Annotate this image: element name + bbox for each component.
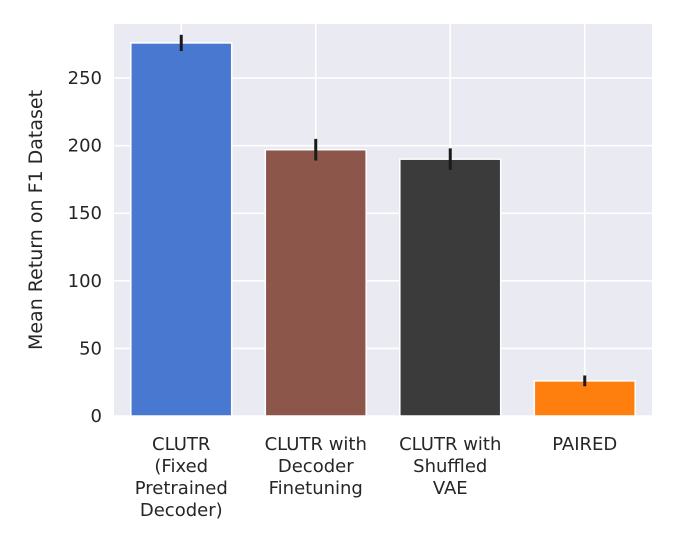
bars [130, 42, 636, 417]
x-tick-labels: CLUTR (Fixed Pretrained Decoder)CLUTR with D… [135, 434, 618, 521]
x-tick-label-line: VAE [433, 478, 468, 499]
y-tick-labels: 0 50 100 150 200 250 [68, 68, 102, 427]
bar [264, 148, 367, 417]
bar [130, 42, 233, 417]
x-tick-label-line: CLUTR with [399, 434, 501, 455]
x-tick-label-line: Decoder) [140, 500, 223, 521]
error-bars [179, 34, 587, 387]
y-tick-label: 250 [68, 68, 102, 89]
x-tick-label: CLUTR with Shuffled VAE [399, 434, 501, 499]
x-tick-label-line: Decoder [278, 456, 354, 477]
y-tick-label: 50 [79, 338, 102, 359]
y-tick-label: 200 [68, 136, 102, 157]
x-tick-label-line: PAIRED [552, 434, 617, 455]
y-tick-label: 0 [91, 406, 102, 427]
x-tick-label: CLUTR (Fixed Pretrained Decoder) [135, 434, 228, 521]
x-tick-label-line: Shuffled [413, 456, 487, 477]
x-tick-label-line: CLUTR with [265, 434, 367, 455]
x-tick-label-line: Pretrained [135, 478, 228, 499]
bar [533, 380, 636, 417]
x-tick-label: CLUTR with Decoder Finetuning [265, 434, 367, 499]
y-tick-label: 100 [68, 271, 102, 292]
y-axis-label: Mean Return on F1 Dataset [25, 90, 47, 350]
x-tick-label: PAIRED [552, 434, 617, 455]
x-tick-label-line: CLUTR [152, 434, 210, 455]
y-tick-label: 150 [68, 203, 102, 224]
x-tick-label-line: (Fixed [154, 456, 208, 477]
x-tick-label-line: Finetuning [269, 478, 363, 499]
bar [399, 158, 502, 417]
